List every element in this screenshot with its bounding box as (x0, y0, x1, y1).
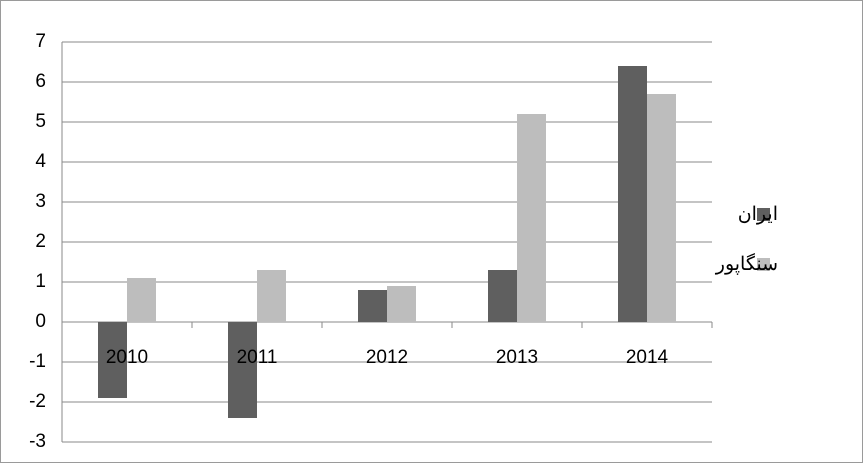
y-tick-label: 6 (35, 71, 46, 92)
y-tick-label: -1 (29, 351, 46, 372)
bar (127, 278, 156, 322)
legend-label: ایران (738, 204, 778, 225)
y-tick-label: 2 (35, 231, 46, 252)
bar (98, 322, 127, 398)
legend-swatch (757, 208, 770, 221)
y-tick-label: 0 (35, 311, 46, 332)
bar (387, 286, 416, 322)
y-tick-label: -2 (29, 391, 46, 412)
bar (358, 290, 387, 322)
bar (228, 322, 257, 418)
y-tick-label: 1 (35, 271, 46, 292)
bar (647, 94, 676, 322)
y-tick-label: 4 (35, 151, 46, 172)
legend-swatch (757, 258, 770, 271)
bar (618, 66, 647, 322)
y-tick-label: 7 (35, 31, 46, 52)
x-tick-label: 2011 (237, 347, 278, 368)
y-tick-label: 5 (35, 111, 46, 132)
x-tick-label: 2013 (496, 347, 538, 368)
bar (517, 114, 546, 322)
legend-label: سنگاپور (715, 252, 778, 275)
bar (257, 270, 286, 322)
y-tick-label: 3 (35, 191, 46, 212)
y-tick-label: -3 (29, 431, 46, 452)
x-tick-label: 2012 (366, 347, 408, 368)
x-tick-label: 2010 (106, 347, 148, 368)
x-tick-label: 2014 (626, 347, 669, 368)
bar (488, 270, 517, 322)
